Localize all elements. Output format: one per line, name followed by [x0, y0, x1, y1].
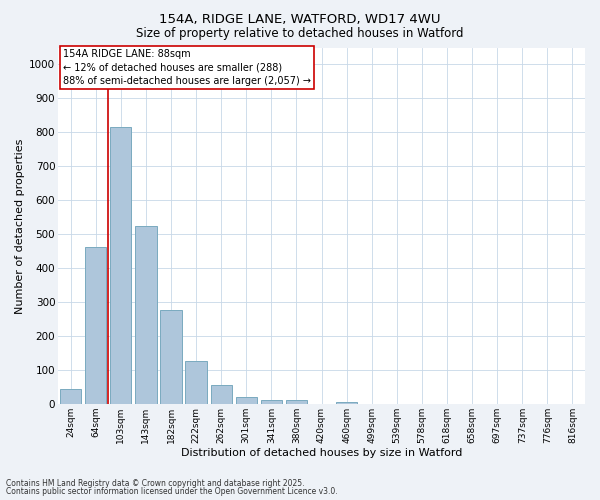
X-axis label: Distribution of detached houses by size in Watford: Distribution of detached houses by size … [181, 448, 462, 458]
Bar [60, 389, 81, 404]
Text: 154A RIDGE LANE: 88sqm
← 12% of detached houses are smaller (288)
88% of semi-de: 154A RIDGE LANE: 88sqm ← 12% of detached… [64, 50, 311, 86]
Bar [110, 128, 131, 404]
Text: Contains HM Land Registry data © Crown copyright and database right 2025.: Contains HM Land Registry data © Crown c… [6, 478, 305, 488]
Bar [286, 400, 307, 404]
Bar [211, 385, 232, 404]
Bar [85, 247, 106, 404]
Bar [236, 396, 257, 404]
Text: 154A, RIDGE LANE, WATFORD, WD17 4WU: 154A, RIDGE LANE, WATFORD, WD17 4WU [159, 12, 441, 26]
Bar [260, 400, 282, 404]
Y-axis label: Number of detached properties: Number of detached properties [15, 138, 25, 314]
Text: Contains public sector information licensed under the Open Government Licence v3: Contains public sector information licen… [6, 487, 338, 496]
Bar [135, 226, 157, 404]
Text: Size of property relative to detached houses in Watford: Size of property relative to detached ho… [136, 28, 464, 40]
Bar [160, 310, 182, 404]
Bar [185, 360, 207, 404]
Bar [336, 402, 357, 404]
